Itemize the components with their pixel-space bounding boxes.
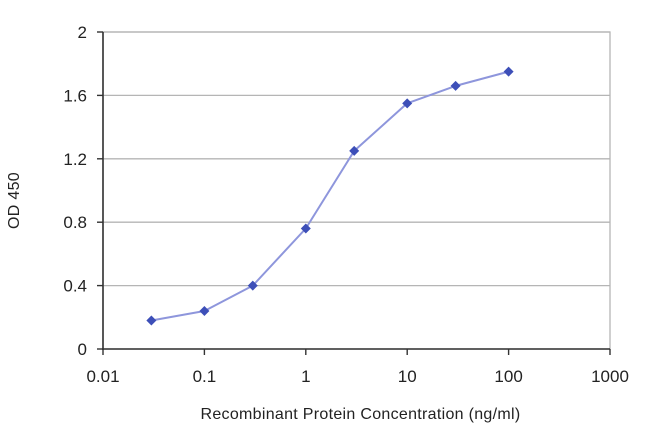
x-tick-label: 100	[494, 367, 522, 386]
series-layer	[146, 66, 514, 326]
x-axis-title: Recombinant Protein Concentration (ng/ml…	[200, 406, 520, 423]
plot-frame	[97, 31, 611, 355]
y-tick-label: 0.8	[63, 213, 87, 232]
plot-area-border	[102, 31, 611, 350]
series-line	[151, 70, 509, 322]
y-tick-label: 0.4	[63, 277, 87, 296]
y-tick-label: 0	[78, 340, 87, 359]
x-tick-labels: 0.01 0.1 1 10 100 1000	[86, 367, 628, 386]
data-point-marker	[247, 280, 258, 291]
data-point-marker	[349, 145, 360, 156]
data-point-marker	[450, 80, 461, 91]
data-point-marker	[402, 98, 413, 109]
y-tick-label: 1.2	[63, 150, 87, 169]
data-point-marker	[503, 66, 514, 77]
data-point-marker	[199, 305, 210, 316]
y-axis-title: OD 450	[6, 172, 23, 229]
x-tick-label: 0.01	[86, 367, 119, 386]
x-tick-label: 1	[301, 367, 310, 386]
x-tick-label: 0.1	[193, 367, 217, 386]
data-point-marker	[146, 315, 157, 326]
y-tick-labels: 0 0.4 0.8 1.2 1.6 2	[63, 23, 87, 359]
x-tick-label: 1000	[591, 367, 629, 386]
data-point-marker	[300, 223, 311, 234]
y-tick-label: 1.6	[63, 86, 87, 105]
x-tick-label: 10	[398, 367, 417, 386]
y-tick-label: 2	[78, 23, 87, 42]
grid-layer	[103, 31, 610, 287]
